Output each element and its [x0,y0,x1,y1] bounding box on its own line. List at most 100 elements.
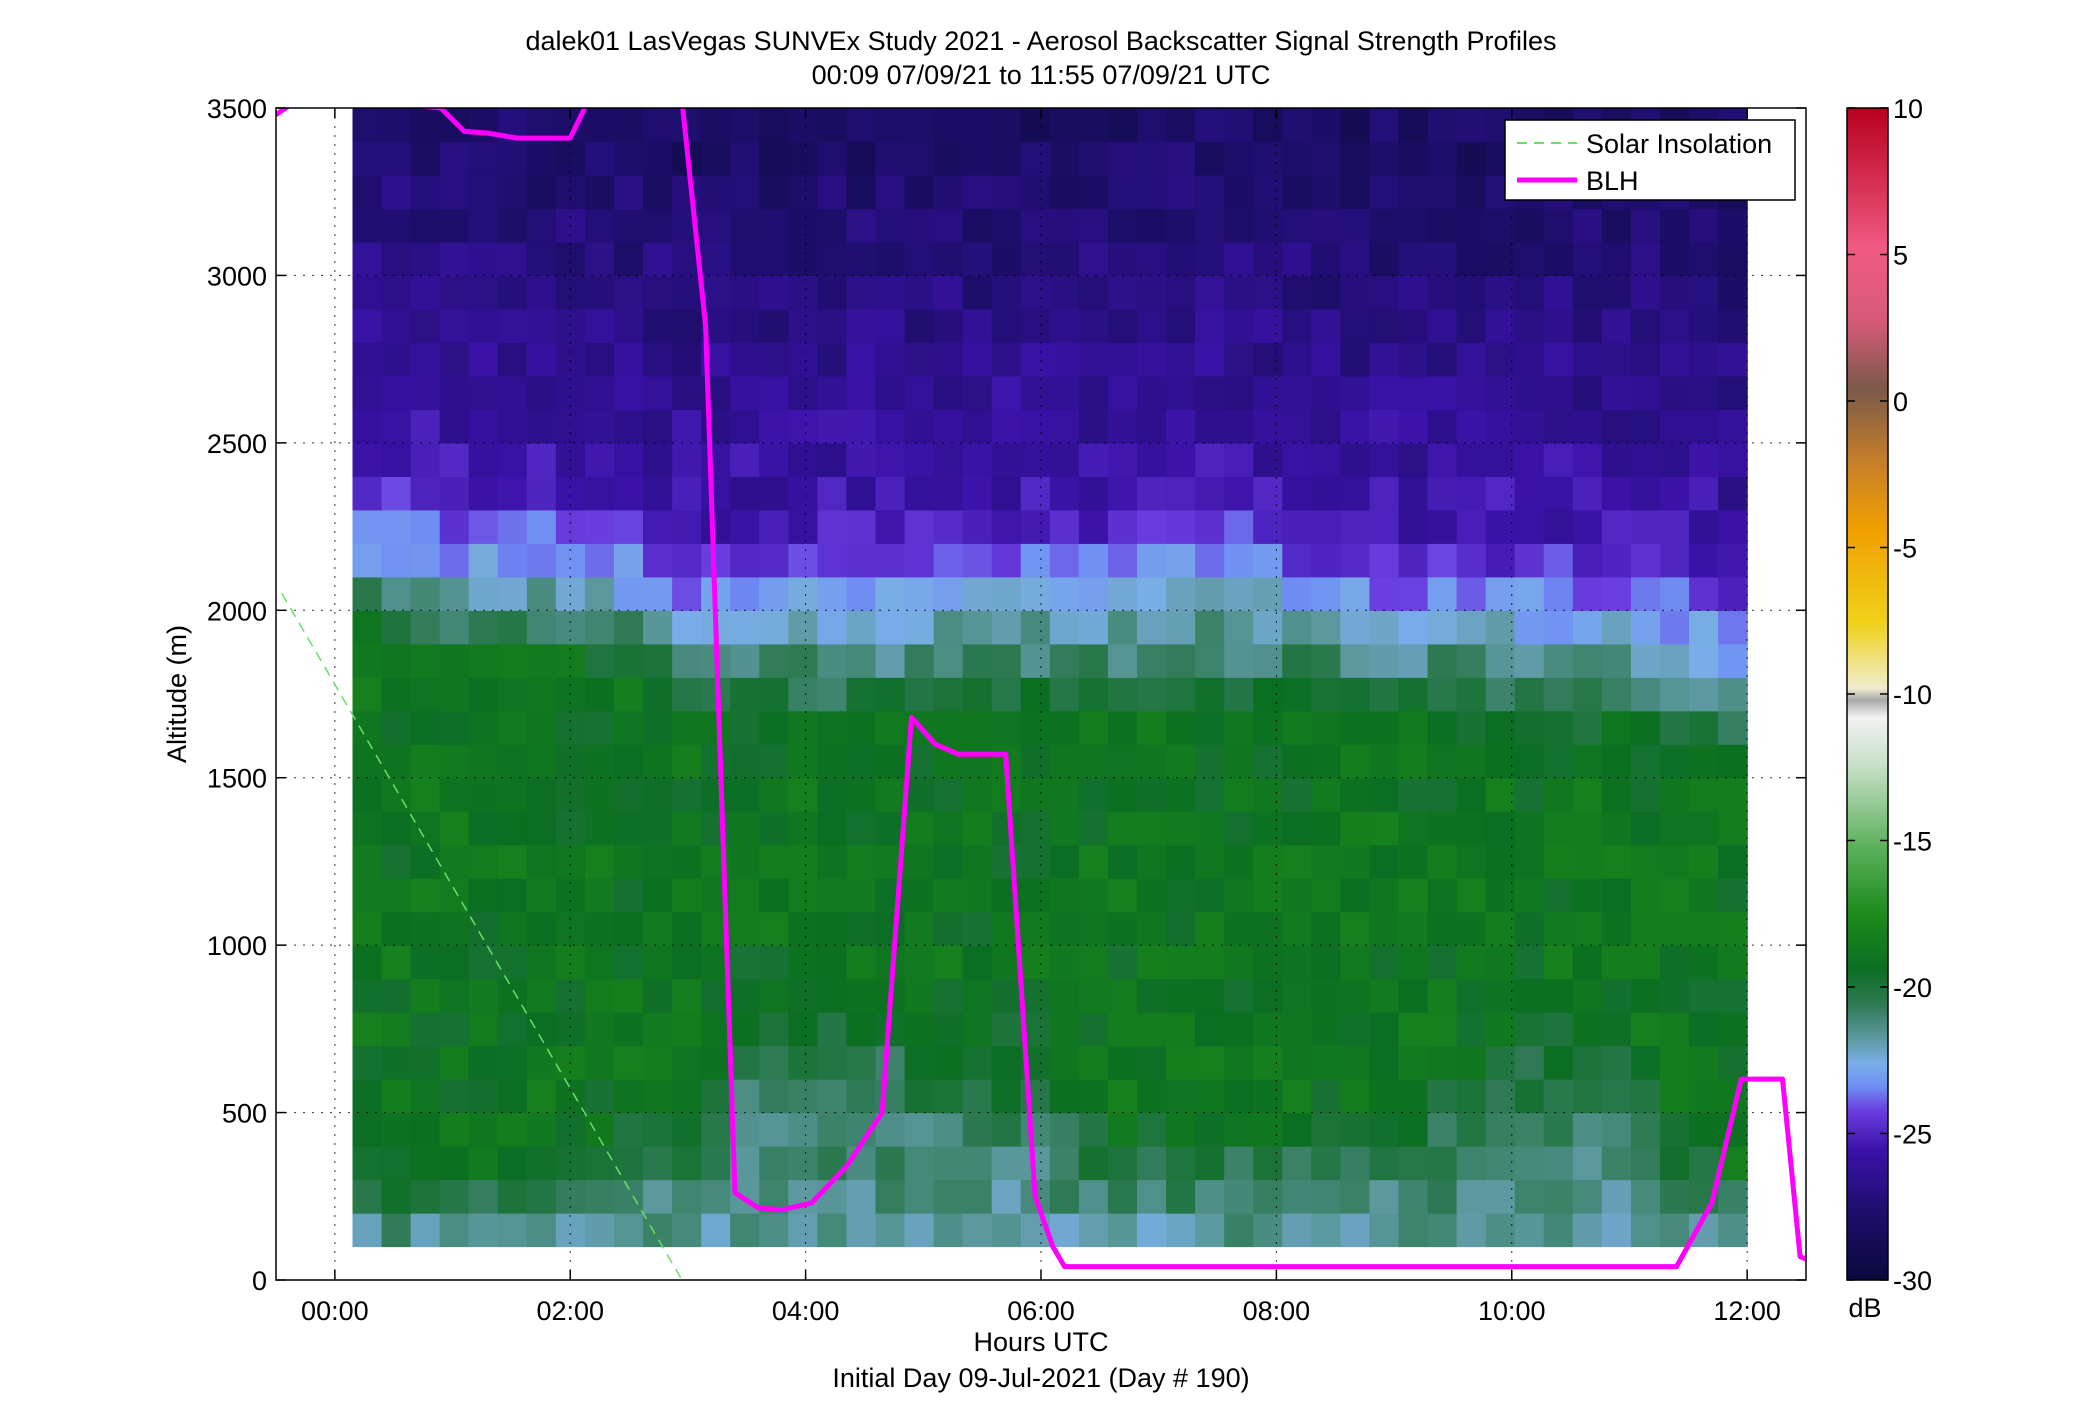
heatmap-cell [759,375,789,410]
heatmap-cell [817,141,848,176]
heatmap-cell [1718,241,1748,277]
heatmap-cell [381,945,412,980]
heatmap-cell [410,275,441,310]
heatmap-cell [1369,1045,1400,1080]
heatmap-cell [1514,576,1545,611]
heatmap-cell [1107,1112,1138,1147]
heatmap-cell [875,610,906,645]
heatmap-cell [730,275,760,310]
heatmap-cell [1427,1146,1458,1181]
heatmap-cell [1224,1146,1254,1181]
heatmap-cell [875,308,906,343]
heatmap-cell [759,1012,789,1047]
heatmap-cell [1049,1012,1080,1047]
heatmap-cell [410,710,441,745]
heatmap-cell [962,710,993,745]
heatmap-cell [875,1213,906,1248]
heatmap-cell [1601,1213,1632,1248]
heatmap-cell [991,1146,1022,1181]
heatmap-cell [1166,1045,1196,1080]
heatmap-cell [1485,208,1516,243]
heatmap-cell [584,1012,615,1047]
heatmap-cell [1340,409,1371,444]
heatmap-cell [614,1012,644,1047]
heatmap-cell [1282,643,1312,678]
heatmap-cell [381,275,412,310]
heatmap-cell [1020,476,1051,511]
heatmap-cell [1485,543,1516,578]
heatmap-cell [1630,543,1661,578]
heatmap-cell [1224,945,1254,980]
heatmap-cell [1311,610,1341,645]
heatmap-cell [933,1213,964,1248]
heatmap-cell [1689,241,1719,277]
heatmap-cell [1630,677,1661,712]
heatmap-cell [759,241,789,277]
heatmap-cell [1689,677,1719,712]
heatmap-cell [1166,1213,1196,1248]
heatmap-cell [1136,1079,1167,1114]
heatmap-cell [614,1146,644,1181]
heatmap-cell [410,409,441,444]
heatmap-cell [846,174,877,210]
heatmap-cell [1398,643,1429,678]
heatmap-cell [468,777,499,812]
heatmap-cell [991,308,1022,343]
heatmap-cell [788,677,818,712]
heatmap-cell [1311,141,1341,176]
heatmap-cell [875,1179,906,1214]
heatmap-cell [1659,576,1690,611]
heatmap-cell [381,108,412,143]
heatmap-cell [1572,241,1603,277]
heatmap-cell [352,911,383,946]
heatmap-cell [1543,308,1574,343]
heatmap-cell [381,1146,412,1181]
heatmap-cell [1456,744,1487,779]
heatmap-cell [1136,1213,1167,1248]
heatmap-cell [643,1179,673,1214]
heatmap-cell [1689,777,1719,812]
heatmap-cell [1166,978,1196,1013]
heatmap-cell [1398,174,1429,210]
heatmap-cell [1195,1112,1225,1147]
heatmap-cell [1689,744,1719,779]
heatmap-cell [730,409,760,444]
heatmap-cell [352,342,383,377]
heatmap-cell [1340,844,1371,879]
heatmap-cell [1195,643,1225,678]
heatmap-cell [962,1213,993,1248]
heatmap-cell [1630,375,1661,410]
heatmap-cell [1369,878,1400,913]
plot-area: 00:00 02:00 04:00 06:00 08:00 10:00 12:00 0500… [207,94,1807,1326]
heatmap-cell [526,1213,557,1248]
heatmap-cell [1253,643,1283,678]
heatmap-cell [1020,208,1051,243]
heatmap-cell [1136,811,1167,846]
heatmap-cell [933,643,964,678]
heatmap-cell [1601,409,1632,444]
heatmap-cell [555,576,586,611]
heatmap-cell [1195,476,1225,511]
heatmap-cell [1485,1079,1516,1114]
heatmap-cell [1020,744,1051,779]
heatmap-cell [381,375,412,410]
heatmap-cell [1543,1146,1574,1181]
heatmap-cell [614,409,644,444]
heatmap-cell [1195,911,1225,946]
heatmap-cell [1078,610,1109,645]
heatmap-cell [526,1079,557,1114]
heatmap-cell [1166,1146,1196,1181]
heatmap-cell [1224,1012,1254,1047]
heatmap-cell [701,811,731,846]
heatmap-cell [1195,945,1225,980]
heatmap-cell [526,911,557,946]
heatmap-cell [933,576,964,611]
heatmap-cell [1195,241,1225,277]
heatmap-cell [381,878,412,913]
heatmap-cell [439,844,470,879]
heatmap-cell [1456,174,1487,210]
heatmap-cell [1456,342,1487,377]
heatmap-cell [1078,1012,1109,1047]
heatmap-cell [1340,1179,1371,1214]
